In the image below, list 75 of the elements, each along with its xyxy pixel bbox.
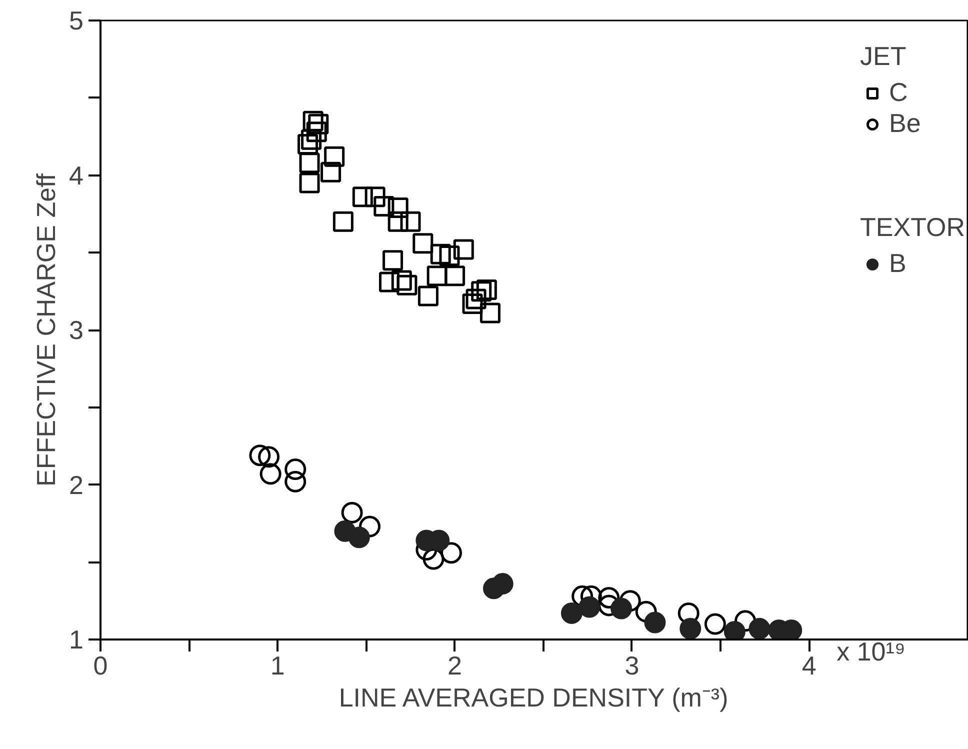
x-tick-label: 4 xyxy=(802,650,816,680)
point xyxy=(306,122,327,142)
point xyxy=(352,186,373,208)
y-tick-label: 4 xyxy=(69,160,84,190)
point xyxy=(578,596,600,618)
point xyxy=(748,618,770,640)
point xyxy=(444,266,466,286)
point xyxy=(359,516,381,538)
point xyxy=(439,245,460,266)
y-axis-title: EFFECTIVE CHARGE Zeff xyxy=(31,172,62,487)
point xyxy=(396,274,418,296)
y-tick-label: 5 xyxy=(69,6,84,36)
annotation: x 10¹⁹ xyxy=(836,636,906,666)
x-axis-title: LINE AVERAGED DENSITY (m⁻³) xyxy=(338,682,728,712)
point xyxy=(462,293,483,314)
point xyxy=(619,590,641,612)
point xyxy=(299,172,320,194)
x-tick-label: 1 xyxy=(270,650,285,680)
point xyxy=(466,288,486,310)
point xyxy=(724,621,746,640)
point xyxy=(610,598,632,620)
point xyxy=(734,610,756,632)
y-tick-label: 1 xyxy=(69,624,84,654)
point xyxy=(348,526,370,548)
point xyxy=(284,458,306,480)
point xyxy=(426,266,448,286)
point xyxy=(301,129,322,150)
x-tick-label: 3 xyxy=(624,650,640,680)
point xyxy=(374,196,394,216)
y-tick-label: 3 xyxy=(69,315,84,345)
point xyxy=(258,446,280,468)
point xyxy=(678,602,700,624)
legend-label: Be xyxy=(889,108,921,139)
x-tick-label: 2 xyxy=(448,650,462,680)
x-tick-label: 0 xyxy=(93,650,108,680)
point xyxy=(635,600,657,622)
point xyxy=(284,470,306,492)
point xyxy=(418,286,438,306)
point xyxy=(299,152,320,174)
point xyxy=(572,585,594,607)
point xyxy=(388,211,408,232)
point xyxy=(324,146,345,167)
text: TEXTOR xyxy=(860,212,965,242)
point xyxy=(400,211,421,232)
legend-label: B xyxy=(889,248,908,279)
point xyxy=(480,302,500,324)
point xyxy=(471,281,492,302)
point xyxy=(341,502,363,524)
point xyxy=(249,444,271,466)
point xyxy=(422,548,444,570)
point xyxy=(430,244,451,264)
point xyxy=(391,270,412,291)
point xyxy=(260,463,282,485)
text: JET xyxy=(860,41,906,71)
point xyxy=(598,586,620,608)
point xyxy=(332,211,354,232)
legend-label: C xyxy=(889,77,909,108)
point xyxy=(382,250,404,271)
point xyxy=(320,162,342,182)
point xyxy=(476,280,497,300)
point xyxy=(560,602,582,624)
point xyxy=(453,239,474,260)
y-tick-label: 2 xyxy=(69,470,84,500)
point xyxy=(302,110,324,132)
point xyxy=(704,613,726,635)
point xyxy=(298,134,318,155)
point xyxy=(412,233,434,254)
point xyxy=(308,114,329,134)
point xyxy=(492,573,514,595)
point xyxy=(644,612,666,634)
point xyxy=(388,197,408,218)
point xyxy=(378,272,400,292)
point xyxy=(364,186,386,208)
point xyxy=(680,618,702,640)
point xyxy=(440,542,462,564)
